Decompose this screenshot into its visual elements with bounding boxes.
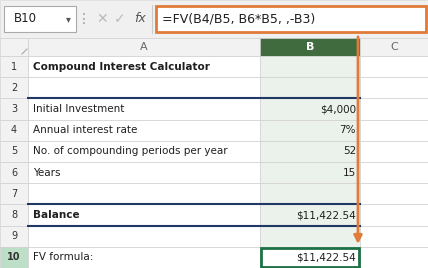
Text: 1: 1 <box>11 62 17 72</box>
Bar <box>28 77 260 98</box>
Bar <box>0 38 28 56</box>
Bar <box>28 226 260 247</box>
Bar <box>360 98 428 120</box>
Text: Annual interest rate: Annual interest rate <box>33 125 137 135</box>
Bar <box>260 204 360 226</box>
Text: 9: 9 <box>11 231 17 241</box>
Text: Years: Years <box>33 168 60 178</box>
Text: 3: 3 <box>11 104 17 114</box>
Text: FV formula:: FV formula: <box>33 252 93 262</box>
Bar <box>28 183 260 204</box>
Bar <box>0 120 28 141</box>
Bar <box>260 183 360 204</box>
Bar <box>0 226 28 247</box>
Bar <box>360 226 428 247</box>
Bar <box>4 6 76 32</box>
Bar <box>260 141 360 162</box>
Bar <box>360 162 428 183</box>
Bar <box>360 204 428 226</box>
Text: 7: 7 <box>11 189 17 199</box>
Bar <box>360 120 428 141</box>
Bar <box>260 226 360 247</box>
Bar <box>360 141 428 162</box>
Text: B: B <box>306 42 314 52</box>
Text: fx: fx <box>134 13 146 25</box>
Text: Compound Interest Calculator: Compound Interest Calculator <box>33 62 210 72</box>
Bar <box>0 56 28 77</box>
Text: $4,000: $4,000 <box>320 104 356 114</box>
Bar <box>28 141 260 162</box>
Text: 6: 6 <box>11 168 17 178</box>
Bar <box>360 183 428 204</box>
Text: $11,422.54: $11,422.54 <box>296 252 356 262</box>
Bar <box>28 38 260 56</box>
Bar <box>360 247 428 268</box>
Text: $11,422.54: $11,422.54 <box>296 210 356 220</box>
Bar <box>260 162 360 183</box>
Text: A: A <box>140 42 148 52</box>
Text: C: C <box>390 42 398 52</box>
Bar <box>28 162 260 183</box>
Bar <box>28 98 260 120</box>
Bar <box>360 38 428 56</box>
Text: 2: 2 <box>11 83 17 93</box>
Bar <box>260 77 360 98</box>
Bar <box>261 248 359 267</box>
Bar <box>28 204 260 226</box>
Bar <box>0 0 428 38</box>
Bar <box>0 204 28 226</box>
Text: 52: 52 <box>343 146 356 157</box>
Bar <box>260 38 360 56</box>
Text: B10: B10 <box>14 13 37 25</box>
Bar <box>360 77 428 98</box>
Bar <box>0 247 28 268</box>
Bar <box>156 6 426 32</box>
Bar <box>28 120 260 141</box>
Bar <box>260 98 360 120</box>
Text: 10: 10 <box>7 252 21 262</box>
Text: No. of compounding periods per year: No. of compounding periods per year <box>33 146 228 157</box>
Bar <box>28 247 260 268</box>
Text: 8: 8 <box>11 210 17 220</box>
Bar <box>0 183 28 204</box>
Text: Initial Investment: Initial Investment <box>33 104 125 114</box>
Bar <box>0 162 28 183</box>
Bar <box>260 247 360 268</box>
Text: 5: 5 <box>11 146 17 157</box>
Text: ⋮: ⋮ <box>77 12 91 26</box>
Text: =FV(B4/B5, B6*B5, ,-B3): =FV(B4/B5, B6*B5, ,-B3) <box>162 13 315 25</box>
Bar <box>0 77 28 98</box>
Bar <box>260 120 360 141</box>
Bar <box>28 56 260 77</box>
Text: ▾: ▾ <box>65 14 71 24</box>
Text: ✓: ✓ <box>114 12 126 26</box>
Bar <box>0 141 28 162</box>
Text: 7%: 7% <box>339 125 356 135</box>
Text: Balance: Balance <box>33 210 80 220</box>
Bar <box>260 56 360 77</box>
Text: 15: 15 <box>343 168 356 178</box>
Text: ✕: ✕ <box>96 12 108 26</box>
Bar <box>0 98 28 120</box>
Text: 4: 4 <box>11 125 17 135</box>
Bar <box>360 56 428 77</box>
